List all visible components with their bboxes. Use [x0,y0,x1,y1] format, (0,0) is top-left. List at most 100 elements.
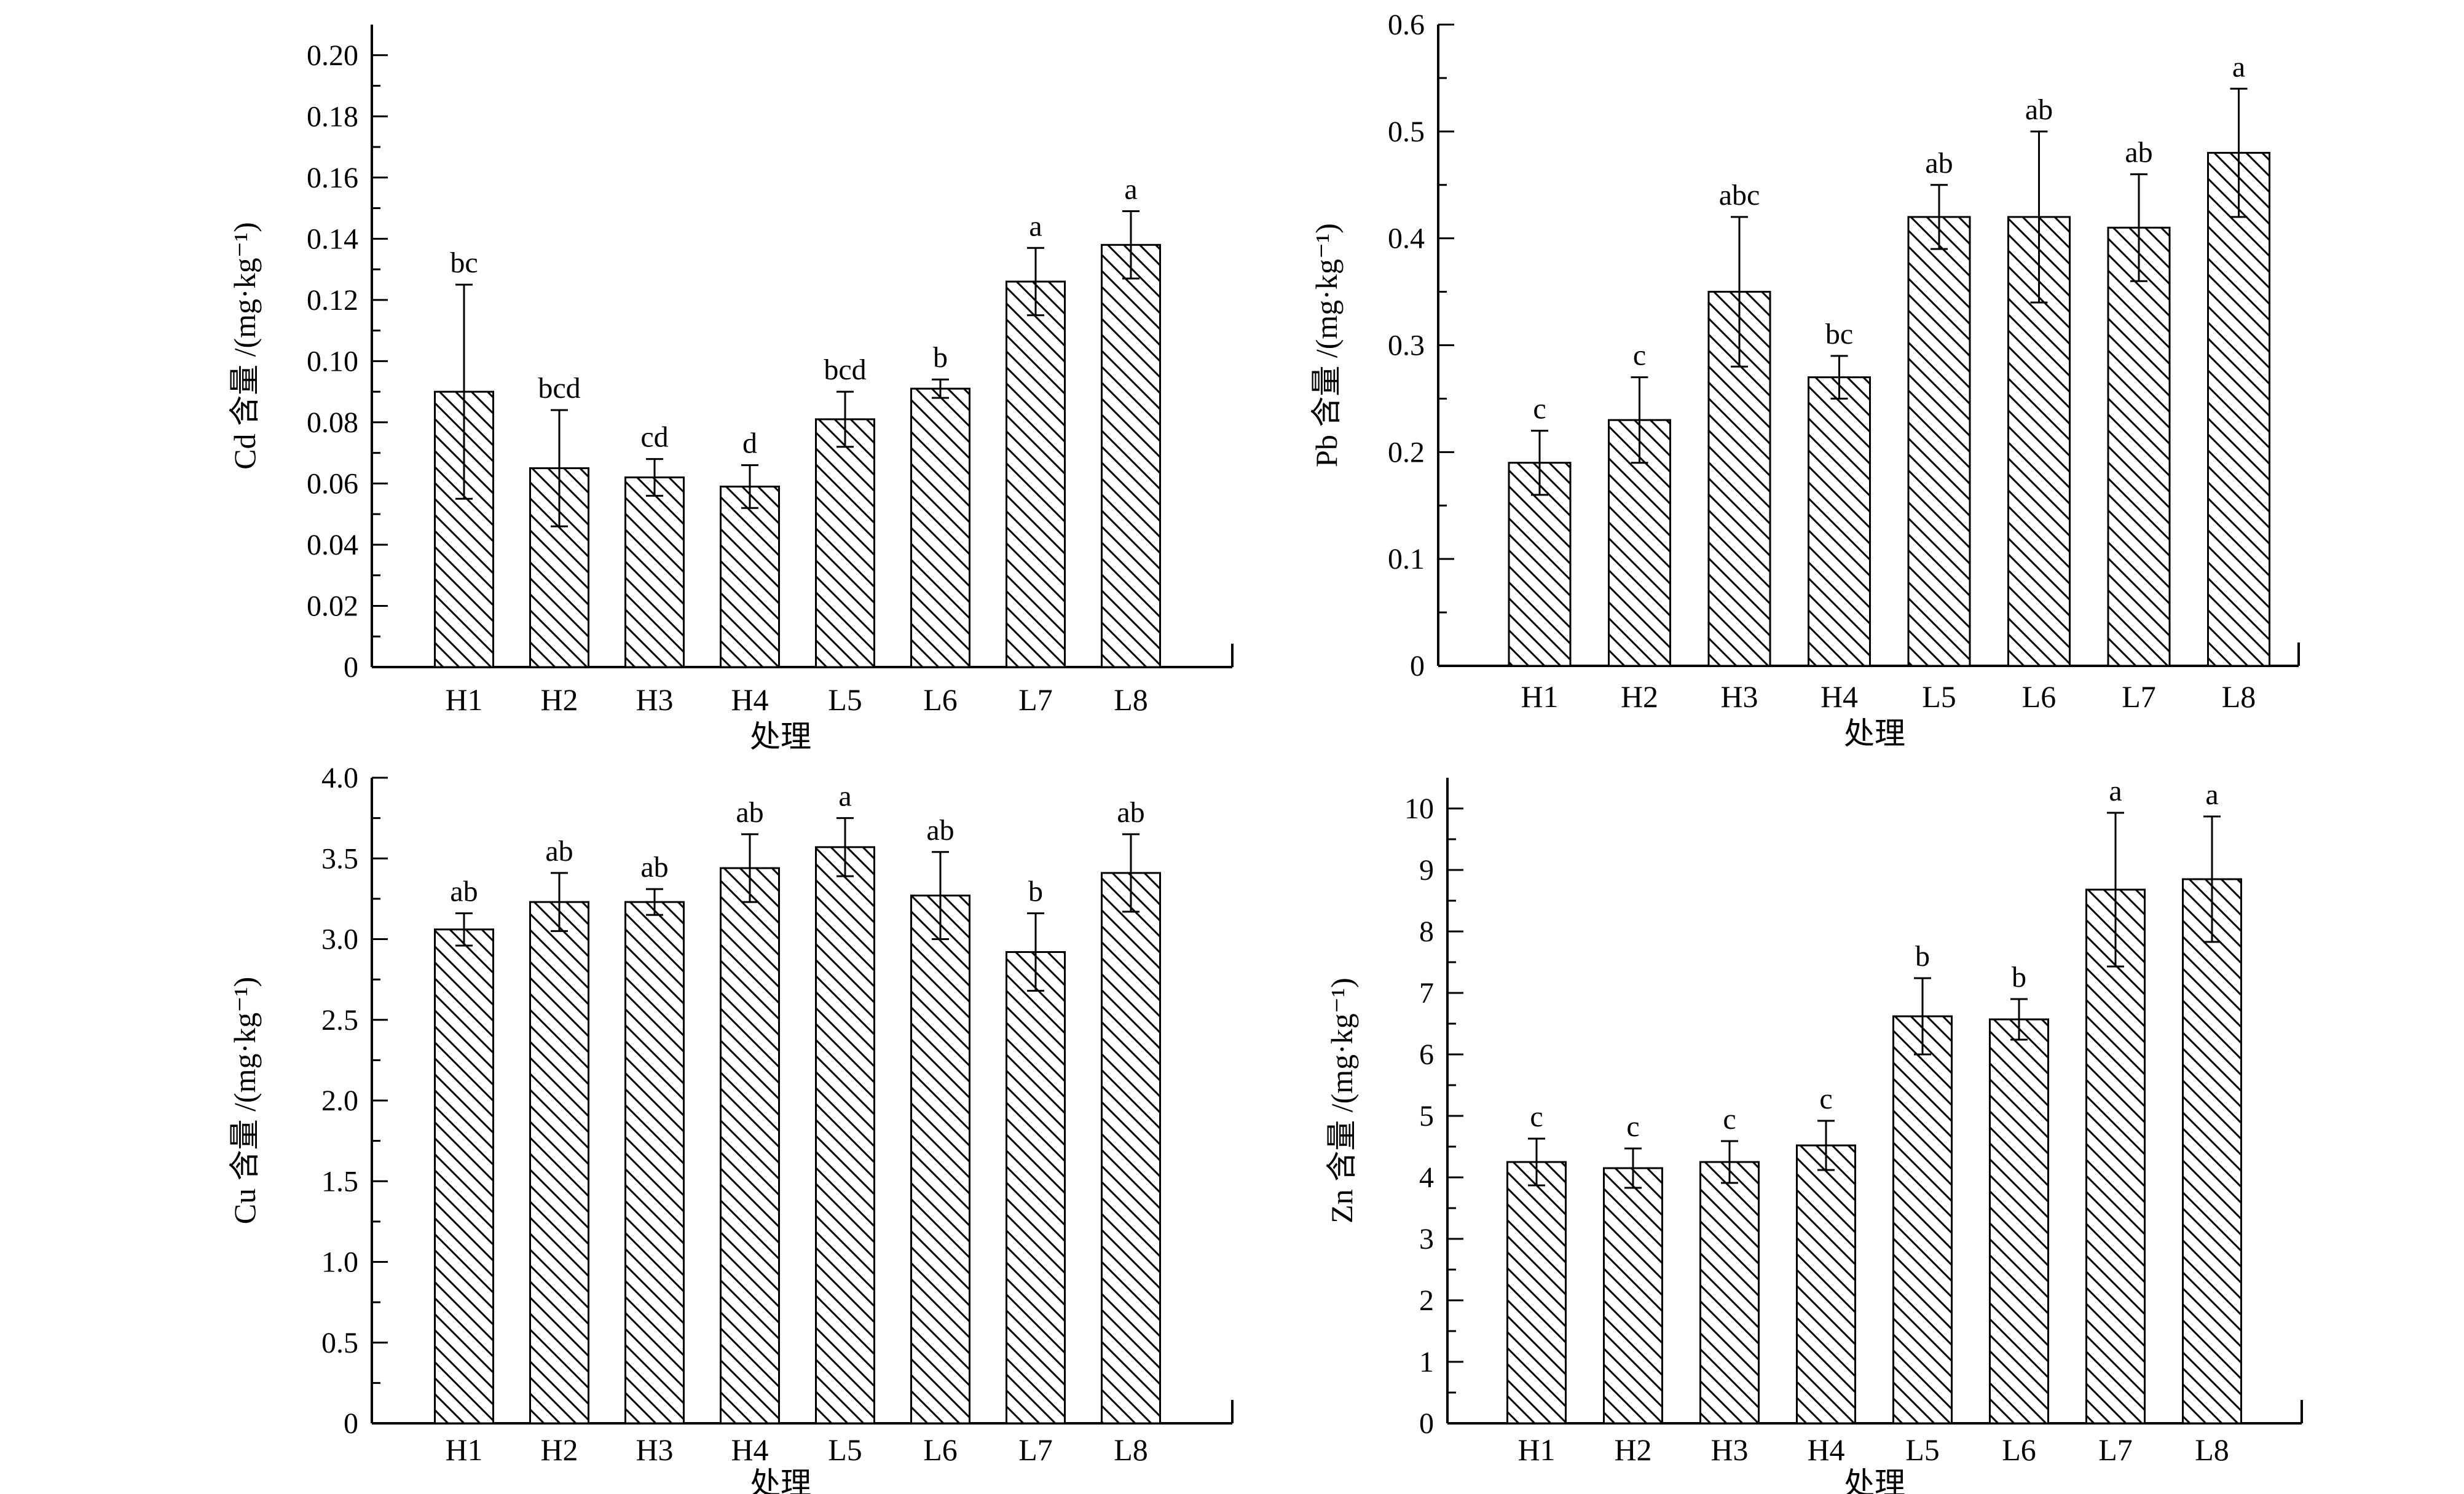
cu-significance-label: b [1028,875,1043,908]
zn-bar [1603,1167,1663,1425]
cd-significance-label: a [1124,173,1137,206]
zn-bar [1699,1161,1760,1425]
cu-y-tick-label: 3.0 [321,923,358,956]
pb-significance-label: ab [2025,93,2053,126]
cd-y-tick-label: 0.14 [307,223,358,255]
cd-y-tick-label: 0.12 [307,284,358,317]
cu-category-label: H4 [731,1433,768,1467]
cu-bar [1101,872,1161,1425]
zn-category-label: L6 [2002,1433,2036,1467]
zn-significance-label: c [1819,1083,1832,1115]
cu-y-tick-label: 0.5 [321,1327,358,1359]
zn-significance-label: c [1723,1103,1736,1136]
pb-y-tick-label: 0.1 [1388,543,1425,575]
pb-y-tick-label: 0.6 [1388,9,1425,41]
cu-category-label: L7 [1018,1433,1053,1467]
cd-category-label: H1 [445,682,482,717]
cd-category-label: L8 [1114,682,1148,717]
cu-chart: 00.51.01.52.02.53.03.54.0abH1abH2abH3abH… [227,762,1234,1494]
zn-y-title: Zn 含量 /(mg·kg⁻¹) [1324,978,1359,1223]
zn-chart: 0 1 2 3 4 5 6 7 8 9 10 c H1 c H2 c H3 c H4 b L5 b L6 a L7 a L8 处理 Zn… [1324,775,2303,1494]
cu-category-label: H1 [445,1433,482,1467]
zn-y-tick-label: 5 [1419,1100,1434,1132]
cd-category-label: H3 [636,682,673,717]
cd-category-label: H2 [540,682,578,717]
zn-y-tick-label: 3 [1419,1223,1434,1255]
zn-bar [1796,1144,1856,1425]
zn-y-tick-label: 8 [1419,915,1434,948]
cd-chart: 0 0.02 0.04 0.06 0.08 0.10 0.12 0.14 0.16 0.18 0.2… [227,25,1234,754]
zn-significance-label: a [2109,775,2122,807]
cu-bar [624,901,685,1425]
cd-bar [1101,243,1161,668]
pb-bar [1907,216,1971,667]
pb-y-tick-label: 0.4 [1388,223,1425,255]
cu-category-label: H2 [540,1433,578,1467]
cd-y-tick-label: 0.20 [307,39,358,72]
cd-significance-label: bcd [824,354,866,386]
cu-significance-label: ab [545,835,573,868]
pb-category-label: H2 [1621,679,1658,714]
cu-bar [910,895,970,1425]
cd-significance-label: cd [640,421,668,454]
zn-category-label: H2 [1614,1433,1651,1467]
pb-category-label: L6 [2022,679,2057,714]
cd-y-tick-label: 0.04 [307,529,358,561]
pb-significance-label: ab [1925,147,1953,180]
cd-y-tick-label: 0.10 [307,345,358,377]
cd-bar [1006,280,1066,668]
cd-y-tick-label: 0.06 [307,467,358,500]
cu-significance-label: a [838,780,851,813]
cu-y-tick-label: 2.5 [321,1004,358,1037]
cu-category-label: L8 [1114,1433,1148,1467]
cd-significance-label: b [933,341,948,374]
zn-bar [1506,1161,1567,1425]
zn-category-label: L7 [2098,1433,2133,1467]
pb-category-label: L8 [2222,679,2256,714]
cd-significance-label: bcd [538,372,580,405]
zn-significance-label: b [1915,940,1930,973]
cu-bar [1006,951,1066,1425]
cu-y-tick-label: 3.5 [321,842,358,875]
cu-significance-label: ab [926,814,954,847]
zn-y-tick-label: 9 [1419,854,1434,887]
cd-y-tick-label: 0.18 [307,100,358,133]
zn-category-label: L8 [2195,1433,2229,1467]
zn-y-tick-label: 7 [1419,977,1434,1010]
cu-x-title: 处理 [750,1466,811,1494]
zn-significance-label: c [1626,1110,1639,1143]
cd-bar [624,476,685,668]
cu-significance-label: ab [1117,796,1144,829]
cu-y-tick-label: 1.0 [321,1246,358,1279]
cu-bar [815,846,875,1425]
pb-significance-label: bc [1825,318,1853,350]
pb-category-label: H4 [1820,679,1858,714]
zn-y-tick-label: 10 [1404,792,1434,825]
pb-bar [2107,226,2171,667]
cu-bar [720,867,780,1425]
cd-category-label: L6 [923,682,958,717]
cu-category-label: H3 [636,1433,673,1467]
cu-category-label: L5 [828,1433,862,1467]
zn-y-tick-label: 2 [1419,1284,1434,1317]
zn-x-title: 处理 [1844,1466,1905,1494]
pb-y-title: Pb 含量 /(mg·kg⁻¹) [1309,223,1344,467]
zn-significance-label: b [2012,961,2026,994]
pb-significance-label: c [1633,339,1646,372]
zn-y-tick-label: 4 [1419,1161,1434,1194]
cu-significance-label: ab [450,875,478,908]
cu-y-tick-label: 0 [344,1407,358,1440]
cd-y-title: Cd 含量 /(mg·kg⁻¹) [227,222,262,469]
pb-y-tick-label: 0 [1410,650,1425,682]
cd-significance-label: d [742,427,757,460]
pb-chart: 0 0.1 0.2 0.3 0.4 0.5 0.6 c H1 c H2 abc H3 bc H4 ab L5 ab… [1309,9,2300,751]
zn-bar [2085,888,2146,1425]
cd-bar [910,387,970,668]
zn-y-tick-label: 1 [1419,1346,1434,1378]
pb-y-tick-label: 0.3 [1388,330,1425,362]
cd-significance-label: a [1029,210,1042,242]
pb-significance-label: ab [2125,136,2152,168]
cu-y-tick-label: 4.0 [321,762,358,794]
cd-category-label: L5 [828,682,862,717]
